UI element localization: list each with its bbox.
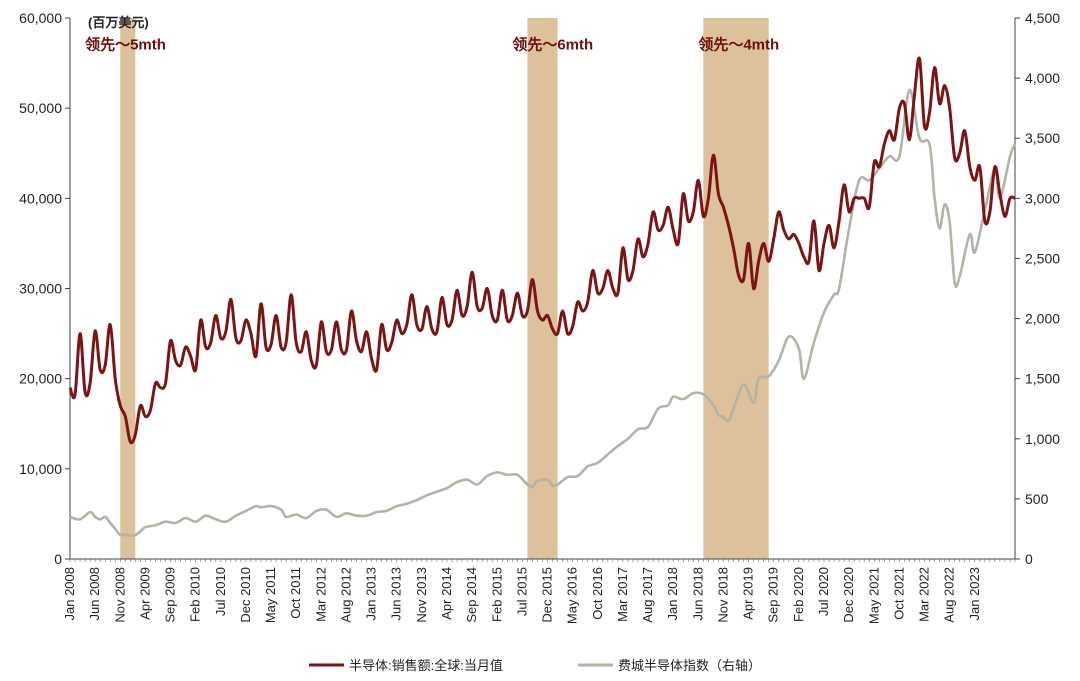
unit-label: (百万美元): [88, 15, 149, 30]
series-line-sox: [69, 88, 1017, 537]
left-tick-label: 20,000: [19, 371, 62, 387]
shaded-period-2: [527, 18, 558, 559]
x-tick-label: Mar 2022: [917, 567, 932, 622]
x-tick-label: Oct 2016: [590, 567, 605, 620]
x-tick-label: Apr 2009: [137, 567, 152, 620]
left-axis-ticks: 0 10,000 20,000 30,000 40,000 50,000 60,000: [19, 10, 70, 567]
annotations: 领先～5mth 领先～6mth 领先～4mth: [84, 36, 779, 54]
series-lines: [68, 56, 1017, 537]
shaded-periods: [120, 18, 769, 559]
annotation-lead-3: 领先～4mth: [697, 36, 779, 54]
right-axis-ticks: 0 500 1,000 1,500 2,000 2,500 3,000 3,500 4,000 4…: [1015, 10, 1060, 567]
left-tick-label: 40,000: [19, 190, 62, 206]
x-tick-label: May 2011: [263, 567, 278, 623]
x-tick-label: Feb 2020: [791, 567, 806, 622]
x-tick-label: Mar 2017: [615, 567, 630, 622]
x-tick-label: Jan 2013: [364, 567, 379, 621]
x-tick-label: May 2021: [866, 567, 881, 624]
x-tick-label: Jul 2015: [514, 567, 529, 616]
x-tick-label: Sep 2009: [163, 567, 178, 623]
left-tick-label: 50,000: [19, 100, 62, 116]
x-tick-label: Apr 2019: [741, 567, 756, 620]
x-tick-label: Sep 2019: [766, 567, 781, 623]
x-tick-label: Jun 2013: [389, 567, 404, 621]
shaded-period-3: [703, 18, 769, 559]
x-tick-label: Dec 2020: [841, 567, 856, 623]
left-tick-label: 0: [54, 551, 62, 567]
left-tick-label: 60,000: [19, 10, 62, 26]
series-line-sales: [68, 56, 1016, 445]
shaded-period-1: [120, 18, 136, 559]
x-tick-label: Nov 2008: [112, 567, 127, 623]
right-tick-label: 2,000: [1025, 311, 1060, 327]
right-tick-label: 4,500: [1025, 10, 1060, 26]
legend-label-sox: 费城半导体指数（右轴）: [618, 658, 761, 673]
x-tick-label: Sep 2014: [464, 567, 479, 623]
left-tick-label: 30,000: [19, 281, 62, 297]
right-tick-label: 1,500: [1025, 371, 1060, 387]
x-tick-label: Jun 2008: [87, 567, 102, 621]
x-tick-label: Feb 2015: [489, 567, 504, 622]
x-axis-ticks: Jan 2008 Jun 2008 Nov 2008 Apr 2009 Sep 2009…: [62, 559, 1016, 624]
x-tick-label: Oct 2011: [288, 567, 303, 619]
x-tick-label: Mar 2012: [313, 567, 328, 622]
x-tick-label: Feb 2010: [188, 567, 203, 622]
x-tick-label: Nov 2013: [414, 567, 429, 623]
right-tick-label: 0: [1025, 551, 1033, 567]
x-tick-label: May 2016: [565, 567, 580, 624]
x-tick-label: Aug 2022: [942, 567, 957, 623]
left-tick-label: 10,000: [19, 461, 62, 477]
x-tick-label: Jun 2018: [690, 567, 705, 621]
x-tick-label: Aug 2012: [338, 567, 353, 623]
right-tick-label: 3,500: [1025, 130, 1060, 146]
x-tick-label: Jan 2018: [665, 567, 680, 621]
x-tick-label: Jan 2008: [62, 567, 77, 621]
right-tick-label: 500: [1025, 491, 1049, 507]
x-tick-label: Jul 2020: [816, 567, 831, 616]
right-tick-label: 3,000: [1025, 190, 1060, 206]
right-tick-label: 2,500: [1025, 250, 1060, 266]
annotation-lead-2: 领先～6mth: [511, 36, 593, 54]
right-tick-label: 4,000: [1025, 70, 1060, 86]
x-tick-label: Jul 2010: [213, 567, 228, 616]
x-tick-label: Nov 2018: [715, 567, 730, 623]
x-tick-label: Dec 2010: [238, 567, 253, 623]
legend: 半导体:销售额:全球:当月值 费城半导体指数（右轴）: [309, 658, 761, 673]
right-tick-label: 1,000: [1025, 431, 1060, 447]
x-tick-label: Oct 2021: [891, 567, 906, 620]
x-tick-label: Dec 2015: [540, 567, 555, 623]
x-tick-label: Apr 2014: [439, 567, 454, 620]
x-tick-label: Aug 2017: [640, 567, 655, 623]
legend-label-sales: 半导体:销售额:全球:当月值: [349, 658, 503, 673]
x-tick-label: Jan 2023: [967, 567, 982, 621]
annotation-lead-1: 领先～5mth: [84, 36, 166, 54]
